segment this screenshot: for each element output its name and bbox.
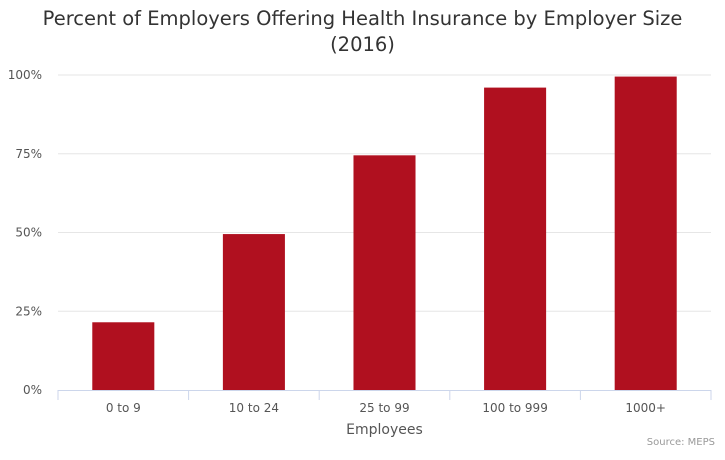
- y-tick-label: 100%: [8, 68, 42, 82]
- y-tick-label: 0%: [23, 383, 42, 397]
- x-tick-label: 25 to 99: [359, 401, 409, 415]
- chart-title-line-1: Percent of Employers Offering Health Ins…: [42, 7, 683, 30]
- x-axis-title: Employees: [346, 422, 423, 438]
- bar: [614, 76, 677, 390]
- bar: [353, 155, 416, 390]
- x-tick-label: 100 to 999: [482, 401, 547, 415]
- bars: [92, 76, 677, 390]
- x-tick-label: 0 to 9: [106, 401, 141, 415]
- y-axis-ticks: 0% 25% 50% 75% 100%: [8, 68, 42, 397]
- y-tick-label: 50%: [15, 226, 42, 240]
- x-axis-ticks: 0 to 9 10 to 24 25 to 99 100 to 999 1000+: [57, 390, 712, 415]
- chart-title: Percent of Employers Offering Health Ins…: [0, 6, 725, 58]
- source-credit: Source: MEPS: [647, 437, 715, 448]
- x-tick-label: 10 to 24: [229, 401, 279, 415]
- y-tick-label: 75%: [15, 147, 42, 161]
- x-tick-label: 1000+: [625, 401, 666, 415]
- chart-title-line-2: (2016): [330, 33, 395, 56]
- bar: [222, 234, 285, 390]
- bar: [92, 322, 155, 390]
- bar: [484, 87, 547, 390]
- y-tick-label: 25%: [15, 304, 42, 318]
